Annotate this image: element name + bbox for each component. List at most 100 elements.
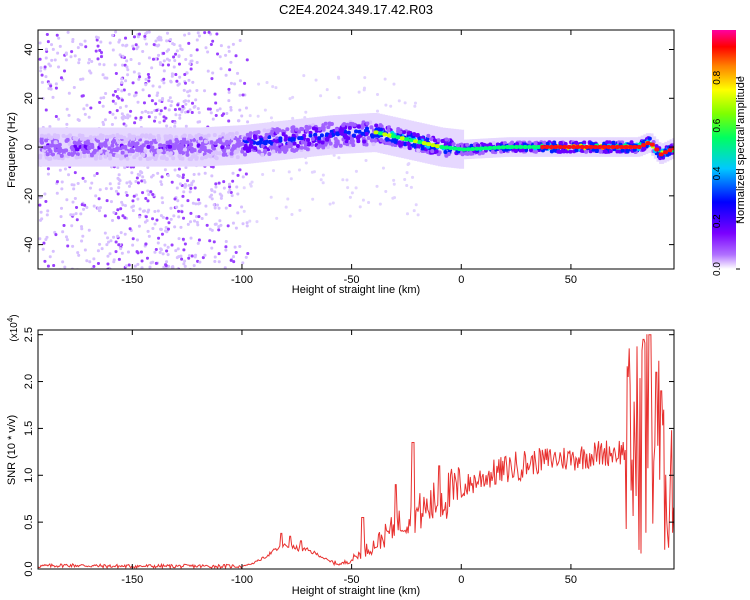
y-tick-label: 20: [23, 92, 35, 104]
heatmap-cell: [253, 146, 258, 151]
heatmap-cell: [218, 192, 222, 196]
heatmap-cell: [159, 247, 163, 251]
heatmap-cell: [393, 196, 397, 200]
heatmap-cell: [98, 149, 103, 154]
heatmap-cell: [87, 61, 91, 65]
heatmap-cell: [238, 93, 242, 97]
heatmap-cell: [46, 264, 50, 268]
heatmap-cell: [96, 44, 100, 48]
heatmap-cell: [104, 92, 108, 96]
heatmap-cell: [291, 137, 296, 142]
heatmap-cell: [515, 141, 520, 146]
heatmap-cell: [65, 238, 69, 242]
heatmap-cell: [151, 148, 156, 153]
heatmap-cell: [378, 127, 383, 132]
heatmap-cell: [76, 251, 80, 255]
heatmap-cell: [416, 148, 421, 153]
heatmap-cell: [198, 201, 202, 205]
heatmap-cell: [136, 181, 140, 185]
heatmap-cell: [197, 149, 202, 154]
heatmap-cell: [224, 245, 228, 249]
heatmap-cell: [370, 134, 375, 139]
heatmap-cell: [348, 214, 352, 218]
heatmap-cell: [647, 136, 652, 141]
heatmap-cell: [150, 111, 154, 115]
heatmap-cell: [452, 146, 458, 151]
heatmap-cell: [193, 186, 197, 190]
heatmap-cell: [177, 209, 181, 213]
heatmap-cell: [190, 111, 194, 115]
heatmap-cell: [143, 37, 147, 41]
heatmap-cell: [208, 239, 212, 243]
heatmap-cell: [248, 219, 252, 223]
heatmap-cell: [126, 250, 130, 254]
heatmap-cell: [235, 155, 240, 160]
heatmap-cell: [146, 229, 150, 233]
heatmap-cell: [77, 253, 81, 257]
heatmap-cell: [158, 85, 162, 89]
heatmap-cell: [363, 76, 367, 80]
heatmap-cell: [429, 137, 434, 142]
heatmap-cell: [238, 244, 242, 248]
heatmap-cell: [406, 131, 411, 136]
heatmap-cell: [579, 145, 585, 150]
heatmap-cell: [252, 134, 257, 139]
heatmap-cell: [161, 201, 165, 205]
heatmap-cell: [143, 34, 147, 38]
heatmap-cell: [83, 179, 87, 183]
heatmap-cell: [157, 43, 161, 47]
spectrogram-x-ticks: -150 -100 -50 0 50: [121, 30, 577, 286]
heatmap-cell: [224, 73, 228, 77]
heatmap-cell: [291, 125, 296, 130]
heatmap-cell: [236, 192, 240, 196]
heatmap-cell: [189, 220, 193, 224]
heatmap-cell: [213, 206, 217, 210]
heatmap-cell: [154, 247, 158, 251]
heatmap-cell: [98, 133, 103, 138]
heatmap-cell: [163, 243, 167, 247]
heatmap-cell: [217, 181, 221, 185]
heatmap-cell: [181, 194, 185, 198]
heatmap-cell: [141, 88, 145, 92]
heatmap-cell: [456, 147, 462, 152]
heatmap-cell: [50, 43, 54, 47]
heatmap-cell: [60, 187, 64, 191]
snr-y-ticks: 0.0 0.5 1.0 1.5 2.0 2.5: [23, 327, 674, 577]
heatmap-cell: [113, 63, 117, 67]
heatmap-cell: [81, 77, 85, 81]
heatmap-cell: [310, 136, 315, 141]
heatmap-cells: [38, 30, 674, 269]
heatmap-cell: [70, 50, 74, 54]
heatmap-cell: [163, 137, 168, 142]
heatmap-cell: [243, 145, 248, 150]
heatmap-cell: [137, 32, 141, 36]
heatmap-cell: [172, 42, 176, 46]
heatmap-cell: [177, 237, 181, 241]
heatmap-cell: [608, 149, 613, 154]
heatmap-cell: [229, 60, 233, 64]
heatmap-cell: [321, 173, 325, 177]
heatmap-cell: [510, 140, 515, 145]
heatmap-cell: [110, 143, 115, 148]
heatmap-cell: [147, 115, 151, 119]
x-tick-label: 0: [458, 574, 464, 586]
heatmap-cell: [51, 249, 55, 253]
heatmap-cell: [356, 124, 361, 129]
y-tick-label: 1.5: [23, 421, 35, 436]
heatmap-cell: [535, 145, 541, 150]
heatmap-cell: [140, 266, 144, 269]
heatmap-cell: [334, 127, 339, 132]
heatmap-cell: [195, 38, 199, 42]
heatmap-cell: [192, 105, 196, 109]
heatmap-cell: [143, 149, 148, 154]
heatmap-cell: [414, 203, 418, 207]
heatmap-cell: [629, 140, 634, 145]
heatmap-cell: [40, 73, 44, 77]
colorbar-tick-label: 0.2: [712, 214, 723, 228]
heatmap-cell: [246, 252, 250, 256]
heatmap-cell: [84, 141, 89, 146]
heatmap-cell: [72, 136, 77, 141]
heatmap-cell: [85, 259, 89, 263]
heatmap-cell: [387, 141, 392, 146]
heatmap-cell: [545, 141, 550, 146]
